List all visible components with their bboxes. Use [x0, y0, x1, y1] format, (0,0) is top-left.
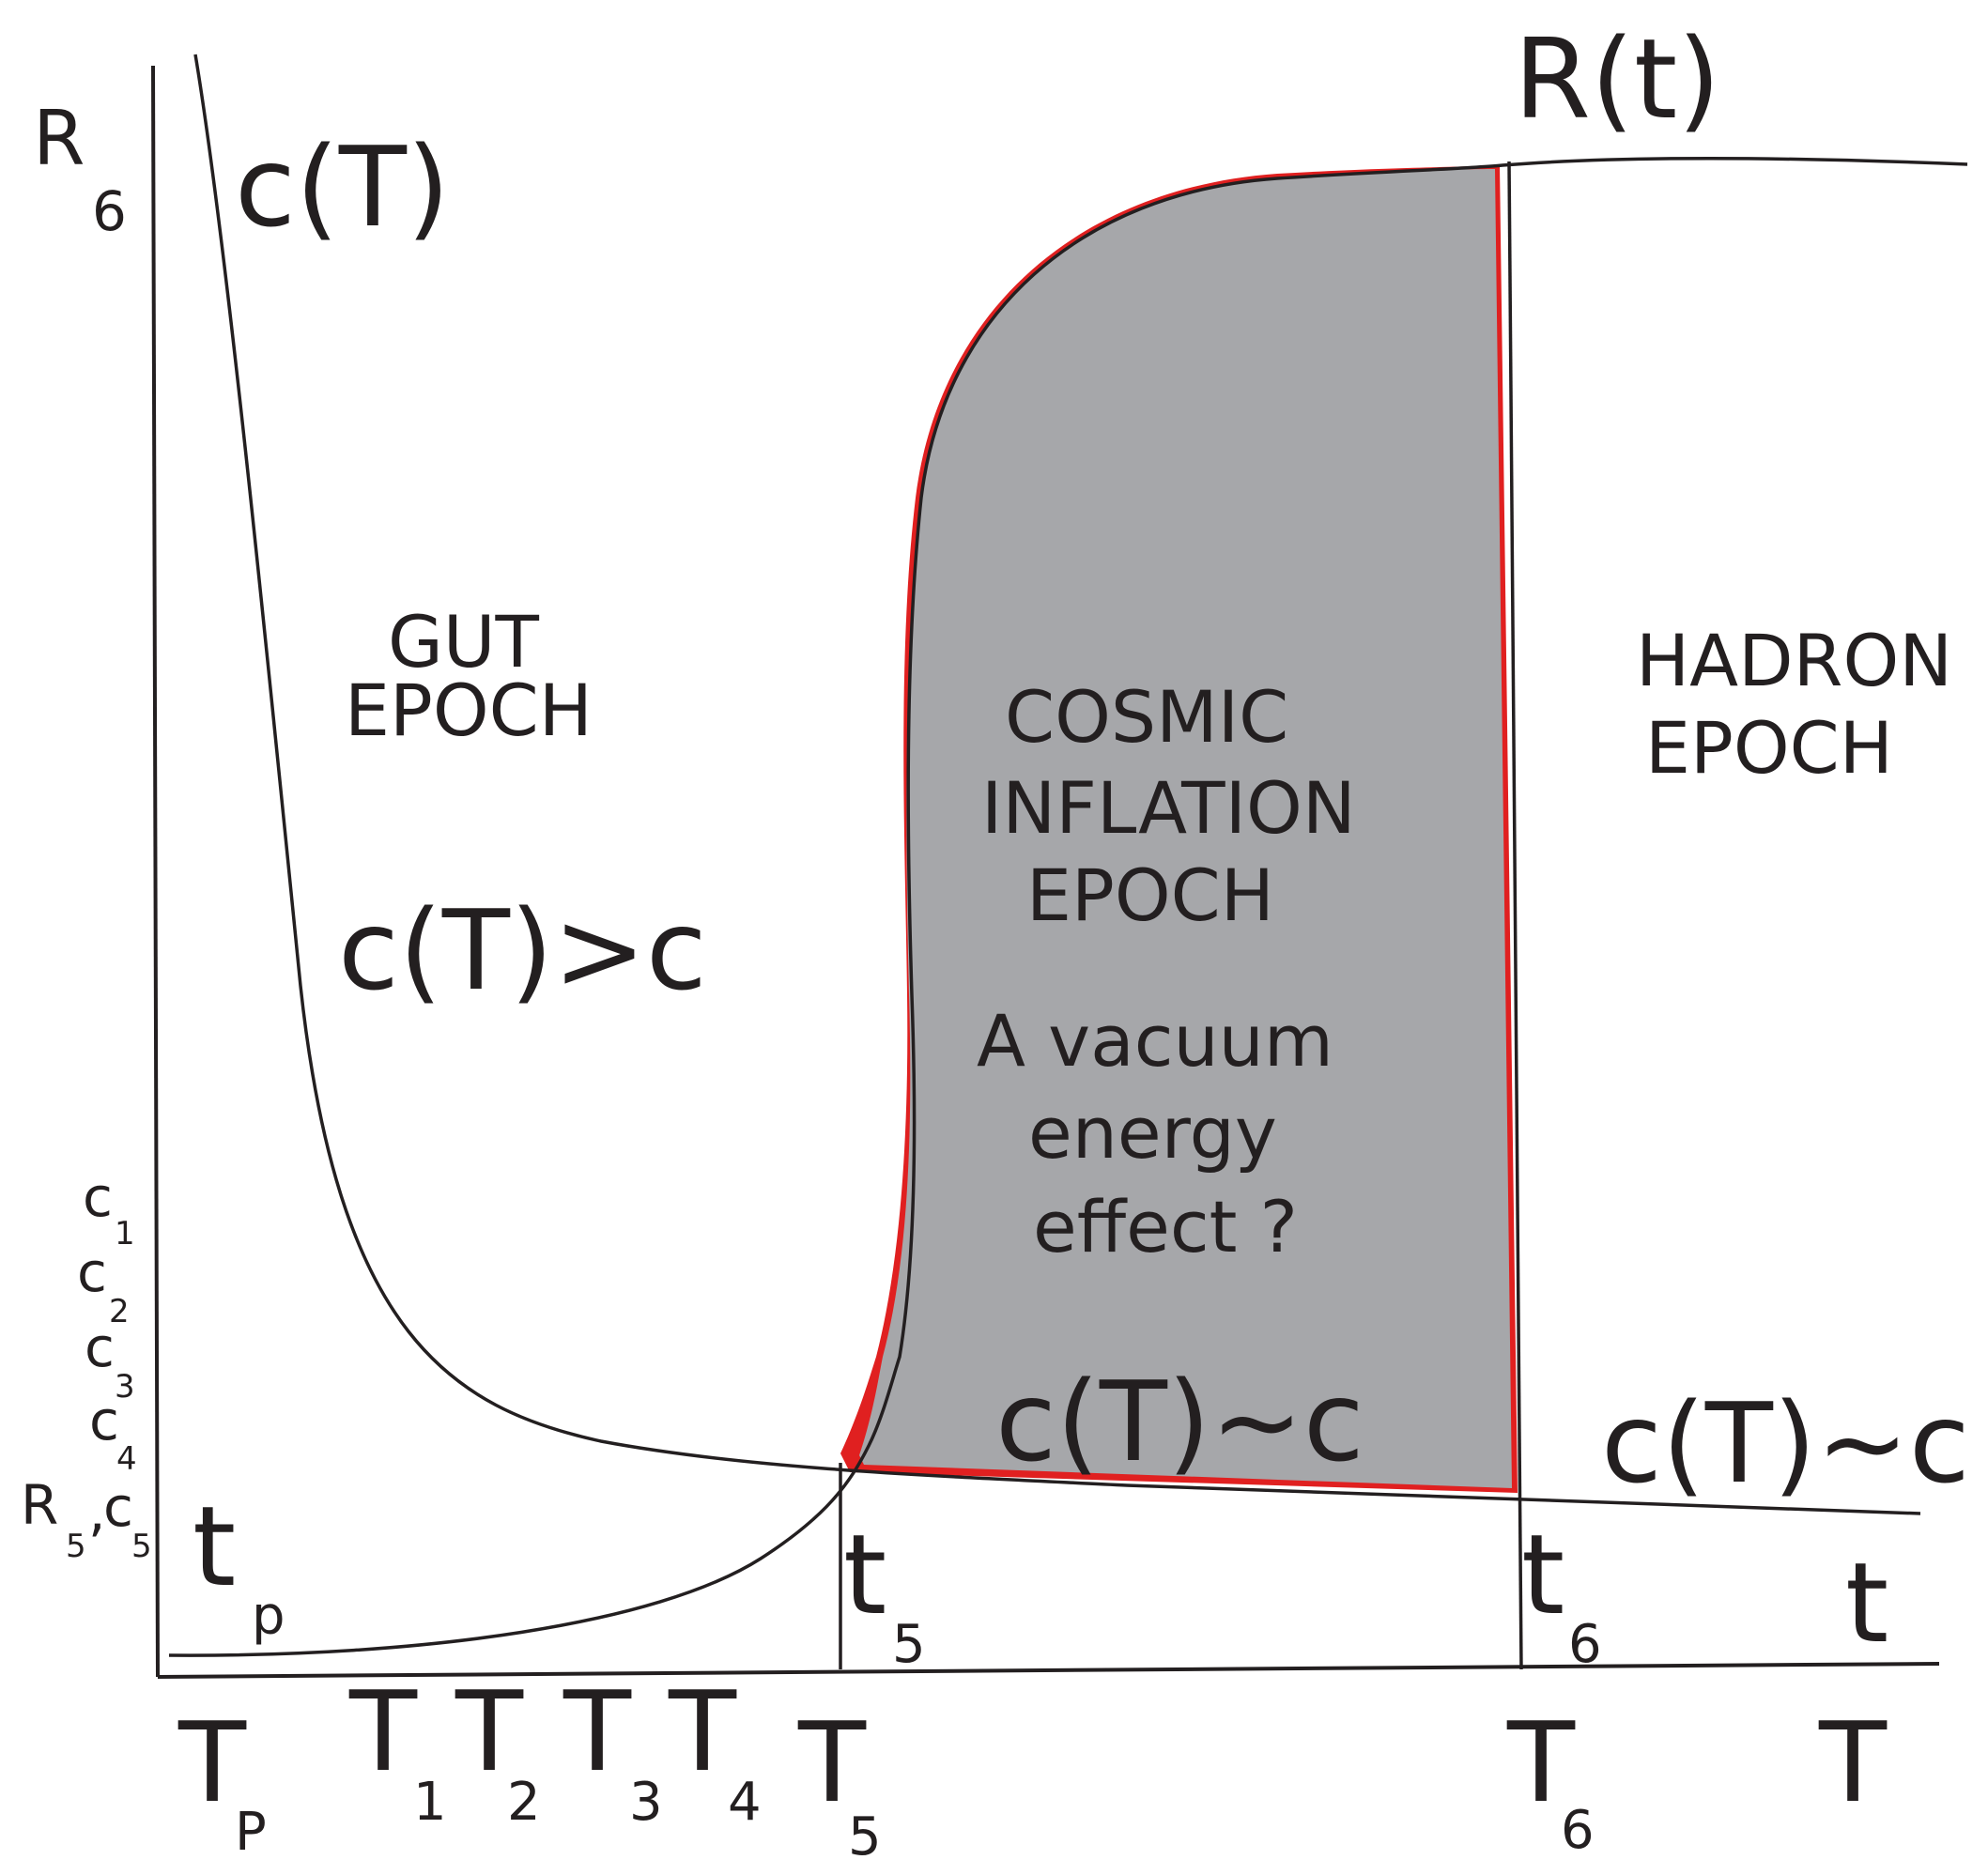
- temp-T1-sub: 1: [413, 1772, 447, 1833]
- time-t6-sub: 6: [1568, 1614, 1602, 1675]
- inflation-condition: c(T)~c: [995, 1357, 1364, 1486]
- y-label-c4: c: [89, 1389, 119, 1452]
- time-tp-sub: p: [252, 1586, 285, 1647]
- y-label-c3: c: [85, 1315, 115, 1379]
- y-axis: [151, 65, 160, 1678]
- y-label-comma: ,: [88, 1480, 105, 1544]
- temp-TP: T: [177, 1698, 247, 1827]
- temp-T3: T: [562, 1667, 632, 1796]
- ct-curve: [193, 54, 1921, 1515]
- y-label-r6-sub: 6: [92, 179, 127, 243]
- inflation-epoch-line2: INFLATION: [981, 766, 1356, 850]
- x-axis: [157, 1662, 1940, 1679]
- hadron-epoch-line2: EPOCH: [1645, 706, 1893, 790]
- inflation-note-line2: energy: [1028, 1091, 1277, 1175]
- inflation-note-line1: A vacuum: [977, 999, 1333, 1083]
- y-label-r5-sub: 5: [66, 1528, 86, 1565]
- temp-T4-sub: 4: [728, 1772, 762, 1833]
- temp-T4: T: [668, 1667, 737, 1796]
- temp-T3-sub: 3: [629, 1772, 663, 1833]
- temp-T6: T: [1506, 1698, 1576, 1827]
- temp-T1: T: [348, 1667, 418, 1796]
- temp-T5-sub: 5: [848, 1806, 882, 1867]
- inflation-note-line3: effect ?: [1033, 1185, 1298, 1268]
- temp-T6-sub: 6: [1561, 1800, 1595, 1861]
- y-label-r5: R: [21, 1473, 58, 1537]
- time-t5: t: [843, 1510, 886, 1639]
- gut-condition: c(T)>c: [338, 885, 707, 1015]
- time-tp: t: [193, 1482, 236, 1611]
- temp-T: T: [1818, 1698, 1888, 1827]
- hadron-epoch-line1: HADRON: [1636, 619, 1952, 702]
- ct-label: c(T): [235, 122, 450, 252]
- inflation-epoch-line1: COSMIC: [1005, 675, 1288, 759]
- y-label-c1: c: [83, 1165, 113, 1229]
- y-label-c3-sub: 3: [115, 1368, 135, 1406]
- hadron-condition: c(T)~c: [1601, 1378, 1970, 1508]
- inflation-epoch-line3: EPOCH: [1026, 853, 1274, 937]
- temp-T5: T: [797, 1698, 867, 1827]
- gut-epoch-line2: EPOCH: [345, 669, 593, 752]
- temp-T2-sub: 2: [507, 1772, 541, 1833]
- temp-TP-sub: P: [235, 1802, 267, 1863]
- t6-boundary-line: [1507, 161, 1523, 1670]
- gut-epoch-line1: GUT: [388, 600, 540, 684]
- y-label-c5: c: [103, 1475, 133, 1539]
- y-label-r6: R: [33, 95, 85, 182]
- rt-label: R(t): [1514, 14, 1720, 144]
- y-label-c5-sub: 5: [131, 1528, 152, 1565]
- time-t: t: [1845, 1538, 1888, 1668]
- y-label-c1-sub: 1: [115, 1215, 135, 1253]
- time-t6: t: [1521, 1510, 1564, 1639]
- y-label-c2: c: [77, 1240, 107, 1304]
- y-label-c2-sub: 2: [109, 1293, 130, 1330]
- rt-curve: [168, 156, 1968, 1657]
- time-t5-sub: 5: [892, 1614, 926, 1675]
- temp-T2: T: [455, 1667, 524, 1796]
- y-label-c4-sub: 4: [116, 1440, 137, 1478]
- inflation-region: [859, 169, 1512, 1488]
